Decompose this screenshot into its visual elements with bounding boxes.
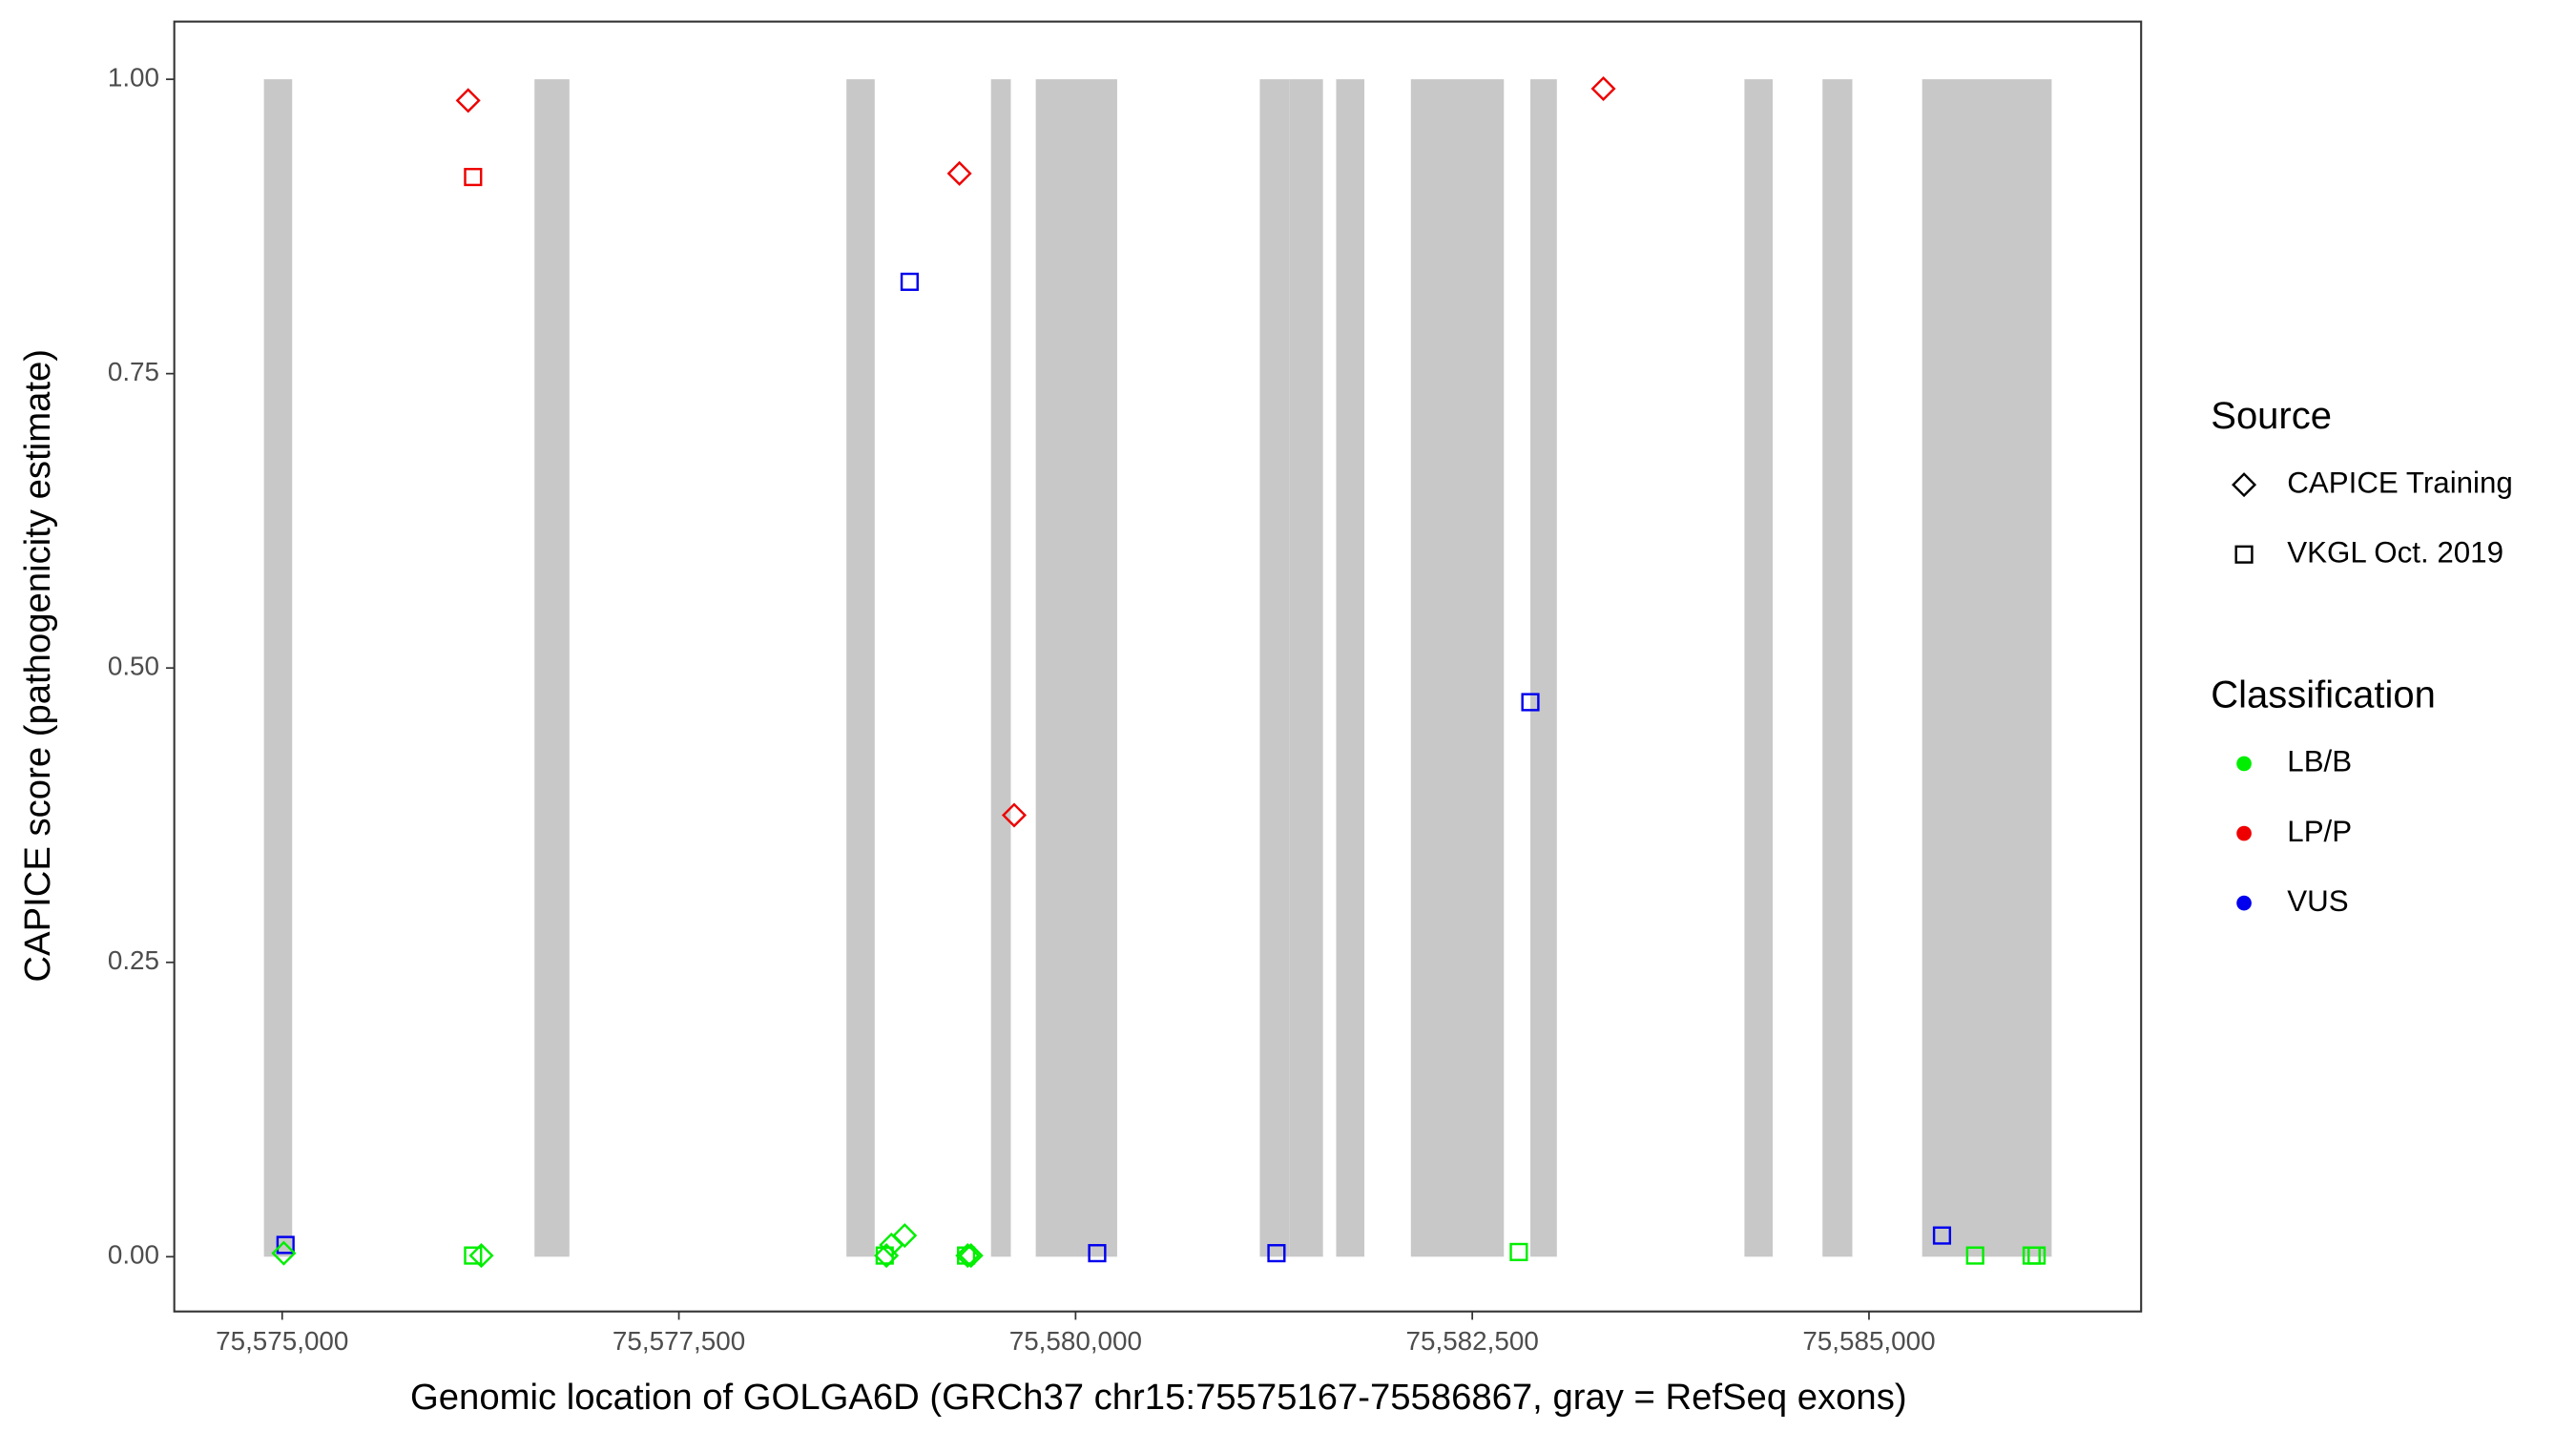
y-tick-label: 0.00 (108, 1240, 159, 1270)
point (455, 88, 481, 114)
point (957, 1246, 976, 1265)
x-tick-label: 75,582,500 (1406, 1326, 1539, 1356)
legend-label: CAPICE Training (2287, 466, 2513, 499)
legend-symbol (2236, 756, 2252, 772)
legend-symbol (2236, 825, 2252, 841)
point (468, 1243, 494, 1269)
exon (1336, 79, 1365, 1257)
legend-symbol (2232, 472, 2257, 498)
x-axis-title: Genomic location of GOLGA6D (GRCh37 chr1… (410, 1377, 1907, 1418)
point (1509, 1242, 1528, 1261)
point (1521, 693, 1540, 712)
x-tick-label: 75,585,000 (1802, 1326, 1935, 1356)
legend-symbol (2234, 545, 2254, 564)
point (271, 1240, 297, 1266)
point (958, 1243, 984, 1269)
point (464, 167, 483, 187)
point (2027, 1246, 2046, 1265)
exon (990, 79, 1011, 1257)
legend-symbol (2236, 895, 2252, 911)
x-tick-label: 75,580,000 (1009, 1326, 1142, 1356)
legend-label: LP/P (2287, 815, 2352, 848)
point (1965, 1246, 1984, 1265)
panel-border (173, 20, 2143, 1313)
point (1932, 1226, 1952, 1245)
legend-label: LB/B (2287, 745, 2352, 778)
plot-area (263, 75, 2052, 1269)
exon (1530, 79, 1557, 1257)
point (1590, 75, 1616, 102)
point (946, 160, 972, 186)
exon (1035, 79, 1117, 1257)
x-tick-label: 75,577,500 (613, 1326, 745, 1356)
y-tick-label: 0.50 (108, 652, 159, 681)
exon (1744, 79, 1774, 1257)
exon (263, 79, 293, 1257)
y-tick-label: 0.75 (108, 357, 159, 386)
point (875, 1246, 894, 1265)
point (464, 1246, 483, 1265)
point (900, 272, 919, 291)
exon (534, 79, 570, 1257)
y-tick-label: 0.25 (108, 945, 159, 975)
exon (1410, 79, 1505, 1257)
y-tick-label: 1.00 (108, 62, 159, 92)
exon (1289, 79, 1323, 1257)
point (1001, 802, 1028, 828)
point (1088, 1244, 1107, 1263)
exon (1922, 79, 2052, 1257)
exon (1822, 79, 1853, 1257)
legend-label: VUS (2287, 884, 2348, 918)
x-tick-label: 75,575,000 (216, 1326, 348, 1356)
exon (1259, 79, 1290, 1257)
point (276, 1235, 295, 1255)
point (892, 1223, 918, 1249)
legend-title: Classification (2211, 674, 2436, 716)
legend-title: Source (2211, 395, 2332, 437)
legend-label: VKGL Oct. 2019 (2287, 535, 2503, 569)
point (1267, 1244, 1286, 1263)
y-axis-title: CAPICE score (pathogenicity estimate) (17, 349, 58, 983)
exon (846, 79, 875, 1257)
